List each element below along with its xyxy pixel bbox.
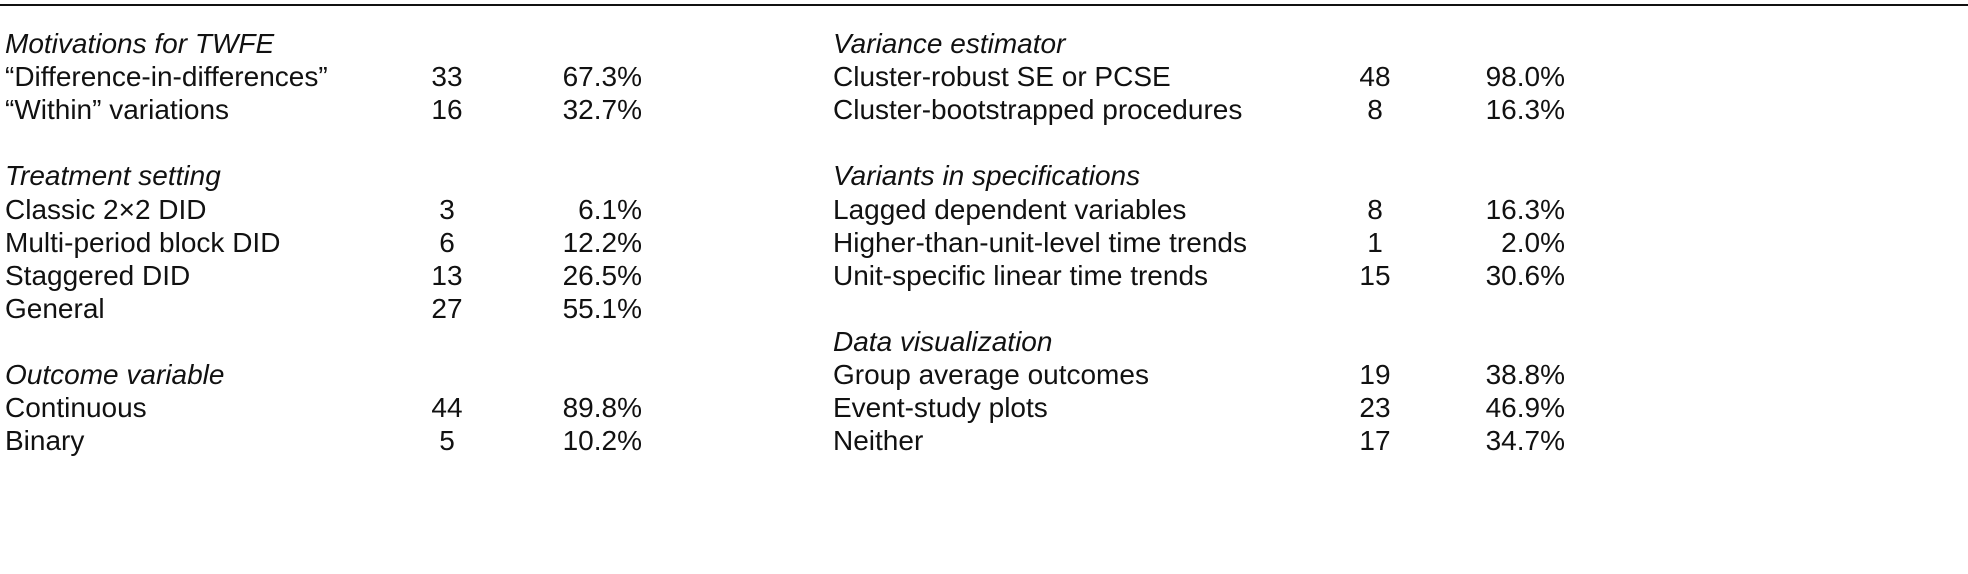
row-label: Binary — [5, 425, 85, 457]
row-label: Unit-specific linear time trends — [833, 259, 1209, 291]
section-title: Variance estimator — [833, 28, 1066, 59]
row-percent: 16.3% — [1485, 193, 1565, 225]
row-percent: 6.1% — [578, 193, 642, 225]
row-label: “Difference-in-differences” — [5, 61, 328, 93]
row-percent: 10.2% — [562, 425, 642, 457]
row-percent: 16.3% — [1485, 94, 1565, 126]
section-title: Data visualization — [833, 325, 1053, 357]
section-title: Variants in specifications — [833, 160, 1141, 192]
row-label: Classic 2×2 DID — [5, 193, 207, 225]
row-count: 48 — [1359, 61, 1391, 93]
row-label: Cluster-bootstrapped procedures — [833, 94, 1243, 126]
row-label: Staggered DID — [5, 259, 191, 291]
row-percent: 38.8% — [1485, 359, 1565, 390]
row-count: 1 — [1367, 226, 1383, 258]
row-label: Event-study plots — [833, 392, 1048, 424]
row-label: Multi-period block DID — [5, 226, 281, 258]
row-label: Higher-than-unit-level time trends — [833, 226, 1247, 258]
row-label: Group average outcomes — [833, 359, 1149, 390]
row-percent: 32.7% — [562, 94, 642, 126]
section-title: Treatment setting — [5, 160, 221, 192]
row-count: 44 — [431, 392, 463, 424]
row-percent: 89.8% — [562, 392, 642, 424]
row-percent: 98.0% — [1485, 61, 1565, 93]
row-percent: 55.1% — [562, 292, 642, 324]
row-label: Neither — [833, 425, 924, 457]
row-percent: 12.2% — [562, 226, 642, 258]
row-count: 5 — [439, 425, 455, 457]
row-count: 15 — [1359, 259, 1391, 291]
row-count: 23 — [1359, 392, 1391, 424]
section-title: Outcome variable — [5, 359, 225, 390]
row-count: 33 — [431, 61, 463, 93]
row-percent: 30.6% — [1485, 259, 1565, 291]
row-percent: 26.5% — [562, 259, 642, 291]
row-label: “Within” variations — [5, 94, 230, 126]
row-count: 17 — [1359, 425, 1391, 457]
row-count: 8 — [1367, 193, 1383, 225]
row-percent: 46.9% — [1485, 392, 1565, 424]
row-percent: 67.3% — [562, 61, 642, 93]
section-title: Motivations for TWFE — [5, 28, 275, 59]
row-label: General — [5, 292, 105, 324]
row-count: 8 — [1367, 94, 1383, 126]
top-rule — [0, 4, 1968, 6]
row-label: Continuous — [5, 392, 147, 424]
row-count: 6 — [439, 226, 455, 258]
row-count: 16 — [431, 94, 463, 126]
row-percent: 34.7% — [1485, 425, 1565, 457]
row-label: Lagged dependent variables — [833, 193, 1187, 225]
row-count: 19 — [1359, 359, 1391, 390]
row-count: 3 — [439, 193, 455, 225]
row-label: Cluster-robust SE or PCSE — [833, 61, 1171, 93]
row-percent: 2.0% — [1501, 226, 1565, 258]
row-count: 27 — [431, 292, 463, 324]
row-count: 13 — [431, 259, 463, 291]
